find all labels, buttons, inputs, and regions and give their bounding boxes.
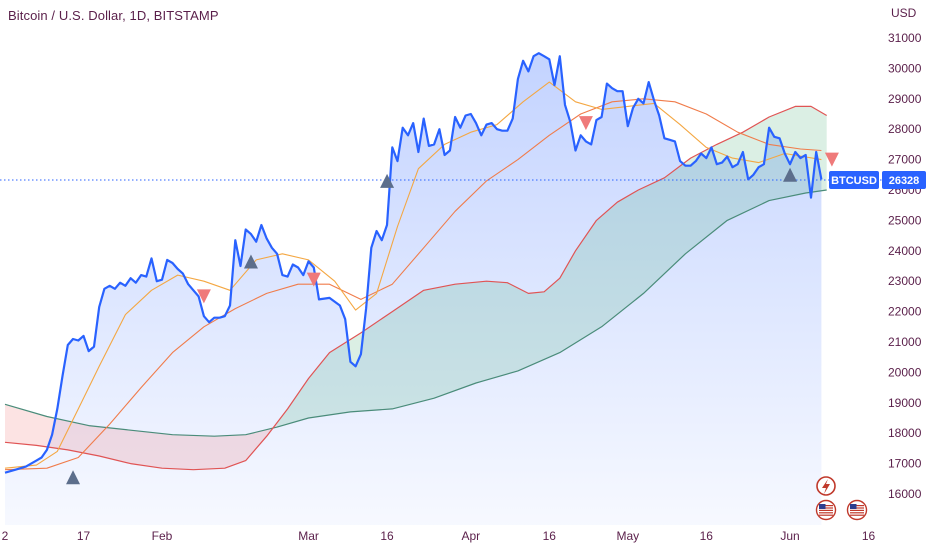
y-tick-label: 17000: [888, 457, 922, 471]
buy-signal-marker: [380, 173, 395, 188]
y-axis-unit: USD: [891, 6, 917, 20]
x-tick-label: May: [616, 529, 639, 543]
y-tick-label: 22000: [888, 305, 922, 319]
y-tick-label: 29000: [888, 92, 922, 106]
buy-signal-marker: [783, 167, 798, 182]
us-flag-icon[interactable]: [846, 499, 868, 521]
series-line-2: [4, 98, 822, 471]
series-line-1: [4, 81, 822, 469]
y-tick-label: 31000: [888, 31, 922, 45]
x-tick-label: 17: [77, 529, 91, 543]
sell-signal-marker: [578, 116, 593, 131]
x-tick-label: Mar: [298, 529, 319, 543]
series-line-3: [4, 105, 828, 471]
cloud-fill: [277, 106, 827, 428]
y-tick-label: 16000: [888, 487, 922, 501]
x-tick-label: 16: [700, 529, 714, 543]
y-tick-label: 23000: [888, 274, 922, 288]
sell-signal-marker: [824, 152, 839, 167]
x-tick-label: 2: [2, 529, 9, 543]
price-line: [4, 52, 823, 474]
y-tick-label: 21000: [888, 335, 922, 349]
us-flag-icon[interactable]: [815, 499, 837, 521]
y-tick-label: 24000: [888, 244, 922, 258]
x-tick-label: Jun: [780, 529, 799, 543]
cloud-fill: [5, 404, 278, 470]
chart-title: Bitcoin / U.S. Dollar, 1D, BITSTAMP: [8, 8, 219, 23]
last-price-value: 26328: [889, 175, 920, 187]
x-tick-label: 16: [862, 529, 876, 543]
price-symbol-label: BTCUSD: [831, 175, 877, 187]
y-tick-label: 28000: [888, 122, 922, 136]
lightning-icon[interactable]: [816, 476, 836, 496]
buy-signal-marker: [66, 470, 81, 485]
x-tick-label: Apr: [461, 529, 480, 543]
price-badge: BTCUSD 26328: [829, 171, 926, 190]
y-tick-label: 19000: [888, 396, 922, 410]
x-tick-label: Feb: [152, 529, 173, 543]
series-line-4: [4, 189, 827, 437]
sell-signal-marker: [196, 289, 211, 304]
y-tick-label: 25000: [888, 213, 922, 227]
y-tick-label: 27000: [888, 153, 922, 167]
y-tick-label: 18000: [888, 426, 922, 440]
price-area: [5, 53, 822, 525]
x-tick-label: 16: [380, 529, 394, 543]
y-tick-label: 20000: [888, 365, 922, 379]
buy-signal-marker: [243, 254, 258, 269]
x-tick-label: 16: [543, 529, 557, 543]
sell-signal-marker: [306, 272, 321, 287]
y-tick-label: 30000: [888, 61, 922, 75]
